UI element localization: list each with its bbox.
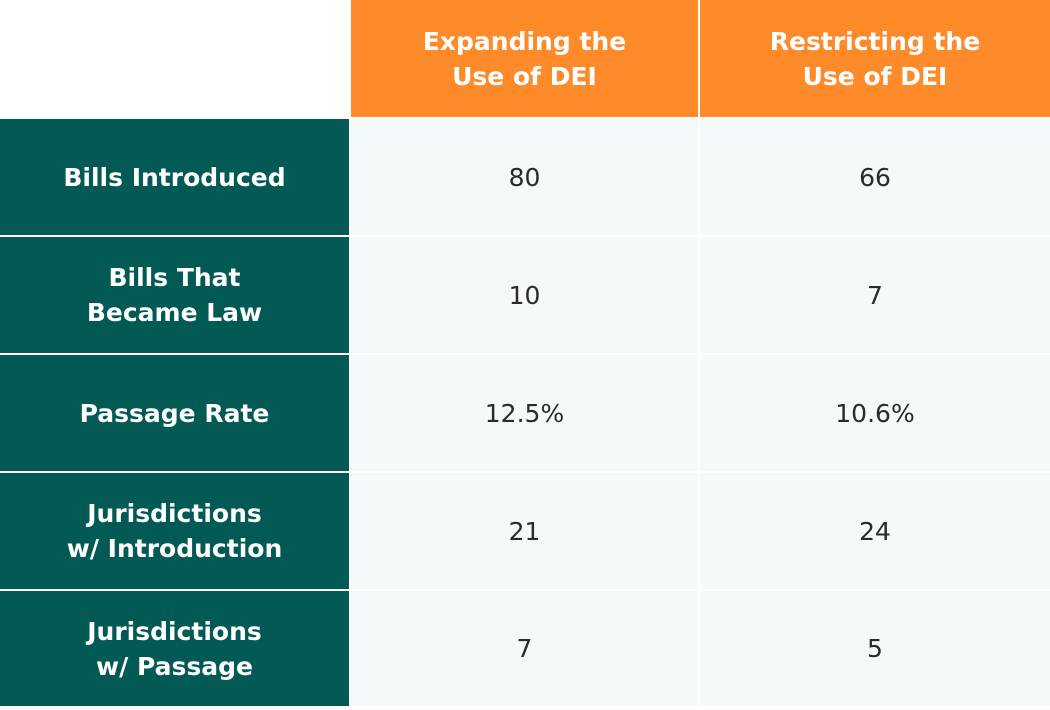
table-cell: 12.5%: [351, 355, 698, 471]
row-header-passage-rate: Passage Rate: [0, 355, 349, 471]
table-cell: 7: [351, 591, 698, 706]
table-cell: 5: [700, 591, 1050, 706]
row-header-bills-became-law: Bills That Became Law: [0, 237, 349, 353]
table-cell: 10: [351, 237, 698, 353]
column-header-expanding: Expanding the Use of DEI: [351, 0, 698, 117]
table-cell: 24: [700, 473, 1050, 589]
table-corner: [0, 0, 349, 117]
table-cell: 80: [351, 119, 698, 235]
row-header-bills-introduced: Bills Introduced: [0, 119, 349, 235]
row-header-jurisdictions-passage: Jurisdictions w/ Passage: [0, 591, 349, 706]
table-cell: 7: [700, 237, 1050, 353]
table-cell: 66: [700, 119, 1050, 235]
column-header-restricting: Restricting the Use of DEI: [700, 0, 1050, 117]
table-cell: 10.6%: [700, 355, 1050, 471]
table-cell: 21: [351, 473, 698, 589]
row-header-jurisdictions-introduction: Jurisdictions w/ Introduction: [0, 473, 349, 589]
